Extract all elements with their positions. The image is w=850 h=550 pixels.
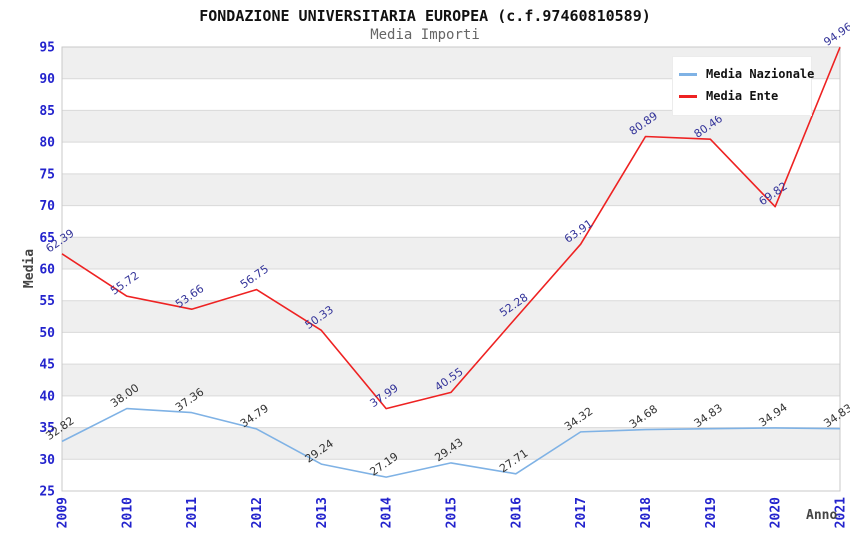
x-axis-label: Anno	[806, 508, 838, 523]
y-tick-label: 25	[39, 485, 55, 500]
y-tick-label: 30	[39, 453, 55, 468]
plot-band	[62, 395, 840, 428]
x-tick-label: 2016	[509, 497, 524, 528]
chart-subtitle: Media Importi	[370, 27, 480, 43]
x-tick-label: 2012	[250, 497, 265, 528]
y-tick-label: 50	[39, 326, 55, 341]
y-tick-label: 90	[39, 72, 55, 87]
plot-band	[62, 237, 840, 269]
x-tick-label: 2010	[120, 497, 135, 528]
y-tick-label: 80	[39, 136, 55, 151]
y-tick-label: 40	[39, 389, 55, 404]
x-tick-label: 2020	[769, 497, 784, 528]
x-tick-label: 2018	[639, 497, 654, 528]
legend: Media Nazionale Media Ente	[672, 56, 815, 116]
plot-band	[62, 459, 840, 491]
data-point-label: 94.96	[821, 20, 850, 49]
media-nazionale-line-swatch-icon	[679, 72, 697, 76]
y-tick-label: 55	[39, 294, 55, 309]
series-line-media-nazionale	[61, 407, 841, 478]
y-tick-label: 45	[39, 358, 55, 373]
x-tick-label: 2014	[380, 497, 395, 528]
x-tick-label: 2011	[185, 497, 200, 528]
plot-frame	[61, 46, 841, 492]
x-tick-label: 2009	[56, 497, 71, 528]
y-tick-label: 60	[39, 263, 55, 278]
x-tick-label: 2017	[574, 497, 589, 528]
legend-item-media-nazionale: Media Nazionale	[679, 63, 815, 85]
x-tick-label: 2015	[445, 497, 460, 528]
plot-band	[62, 300, 840, 333]
x-tick-label: 2013	[315, 497, 330, 528]
plot-band	[62, 332, 840, 365]
y-tick-label: 65	[39, 231, 55, 246]
plot-band	[62, 364, 840, 396]
plot-band	[62, 269, 840, 301]
legend-label-media-nazionale: Media Nazionale	[706, 67, 815, 81]
plot-band	[62, 205, 840, 238]
plot-band	[62, 427, 840, 460]
y-tick-label: 85	[39, 104, 55, 119]
y-tick-label: 95	[39, 41, 55, 56]
legend-item-media-ente: Media Ente	[679, 85, 811, 107]
chart-title: FONDAZIONE UNIVERSITARIA EUROPEA (c.f.97…	[199, 7, 651, 25]
legend-label-media-ente: Media Ente	[706, 89, 779, 103]
series-line-media-ente	[61, 46, 841, 410]
y-tick-label: 70	[39, 199, 55, 214]
x-tick-label: 2021	[834, 497, 849, 528]
plot-band	[62, 142, 840, 174]
y-axis-label: Media	[22, 248, 38, 289]
y-tick-label: 75	[39, 167, 55, 182]
x-tick-label: 2019	[704, 497, 719, 528]
y-tick-label: 35	[39, 421, 55, 436]
plot-band	[62, 173, 840, 206]
media-ente-line-swatch-icon	[679, 94, 697, 98]
